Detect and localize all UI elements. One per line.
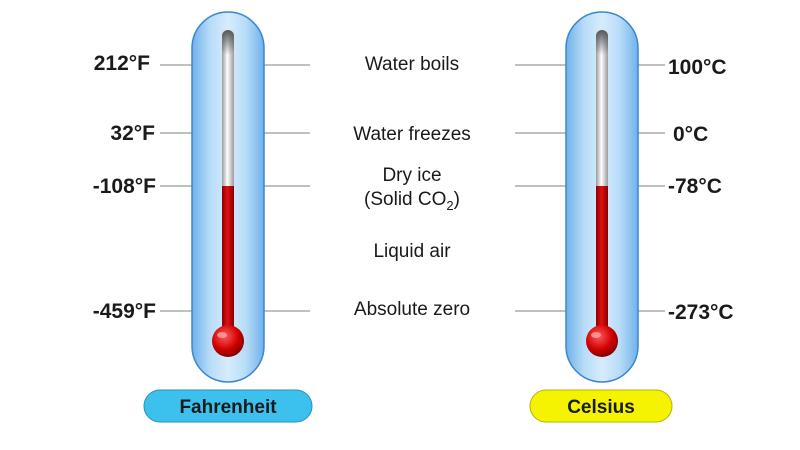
celsius-reading: -273°C <box>668 301 734 324</box>
event-label: Water boils <box>365 54 459 75</box>
fahrenheit-reading: 212°F <box>94 52 150 75</box>
event-label: Water freezes <box>353 124 471 145</box>
celsius-reading: -78°C <box>668 175 722 198</box>
celsius-reading: 100°C <box>668 56 727 79</box>
fahrenheit-mercury-column <box>222 186 234 336</box>
celsius-mercury-column <box>596 186 608 336</box>
celsius-bulb <box>586 325 618 357</box>
event-label: Absolute zero <box>354 299 470 320</box>
fahrenheit-reading: 32°F <box>110 122 155 145</box>
celsius-pill: Celsius <box>529 389 673 423</box>
level-labels: 212°F Water boils 100°C 32°F Water freez… <box>93 52 734 324</box>
fahrenheit-thermometer <box>191 11 265 383</box>
event-label-line2: (Solid CO2) <box>364 189 460 213</box>
event-label: Liquid air <box>373 241 451 262</box>
event-label: Dry ice <box>382 165 441 186</box>
fahrenheit-reading: -108°F <box>93 175 156 198</box>
celsius-label: Celsius <box>567 397 635 418</box>
fahrenheit-label: Fahrenheit <box>179 397 277 418</box>
celsius-reading: 0°C <box>673 123 708 146</box>
fahrenheit-reading: -459°F <box>93 300 156 323</box>
fahrenheit-bulb <box>212 325 244 357</box>
fahrenheit-pill: Fahrenheit <box>143 389 313 423</box>
celsius-thermometer <box>565 11 639 383</box>
